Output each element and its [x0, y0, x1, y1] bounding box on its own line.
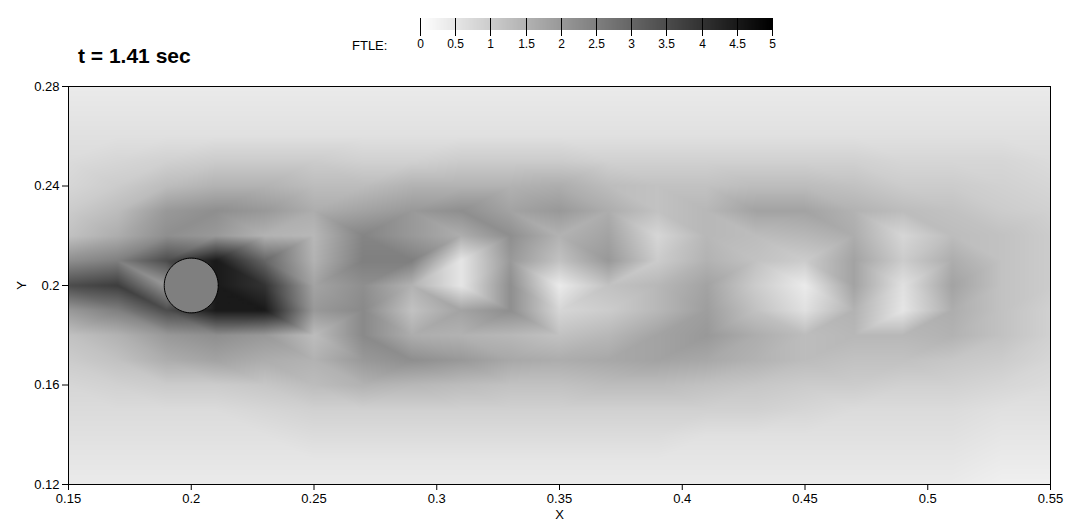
- svg-text:0.25: 0.25: [301, 491, 326, 506]
- svg-text:0.5: 0.5: [919, 491, 937, 506]
- svg-text:0.15: 0.15: [56, 491, 81, 506]
- svg-text:0: 0: [417, 37, 424, 51]
- svg-text:3.5: 3.5: [658, 37, 675, 51]
- svg-text:0.4: 0.4: [673, 491, 691, 506]
- svg-text:X: X: [555, 507, 564, 522]
- svg-text:0.16: 0.16: [34, 377, 59, 392]
- svg-text:4: 4: [699, 37, 706, 51]
- html-text:t = 1.41 sec: t = 1.41 sec: [78, 44, 191, 67]
- svg-text:0.45: 0.45: [792, 491, 817, 506]
- svg-text:1.5: 1.5: [518, 37, 535, 51]
- html-text:FTLE:: FTLE:: [352, 38, 388, 53]
- svg-text:0.2: 0.2: [182, 491, 200, 506]
- svg-text:0.2: 0.2: [41, 278, 59, 293]
- svg-text:1: 1: [487, 37, 494, 51]
- svg-text:0.55: 0.55: [1038, 491, 1063, 506]
- svg-text:4.5: 4.5: [729, 37, 746, 51]
- svg-text:0.5: 0.5: [447, 37, 464, 51]
- svg-text:Y: Y: [14, 281, 29, 290]
- svg-text:0.12: 0.12: [34, 477, 59, 492]
- svg-text:5: 5: [769, 37, 776, 51]
- svg-text:0.28: 0.28: [34, 80, 59, 94]
- svg-text:2: 2: [558, 37, 565, 51]
- svg-text:3: 3: [628, 37, 635, 51]
- svg-text:0.3: 0.3: [428, 491, 446, 506]
- svg-text:0.24: 0.24: [34, 178, 59, 193]
- svg-text:2.5: 2.5: [588, 37, 605, 51]
- svg-text:0.35: 0.35: [547, 491, 572, 506]
